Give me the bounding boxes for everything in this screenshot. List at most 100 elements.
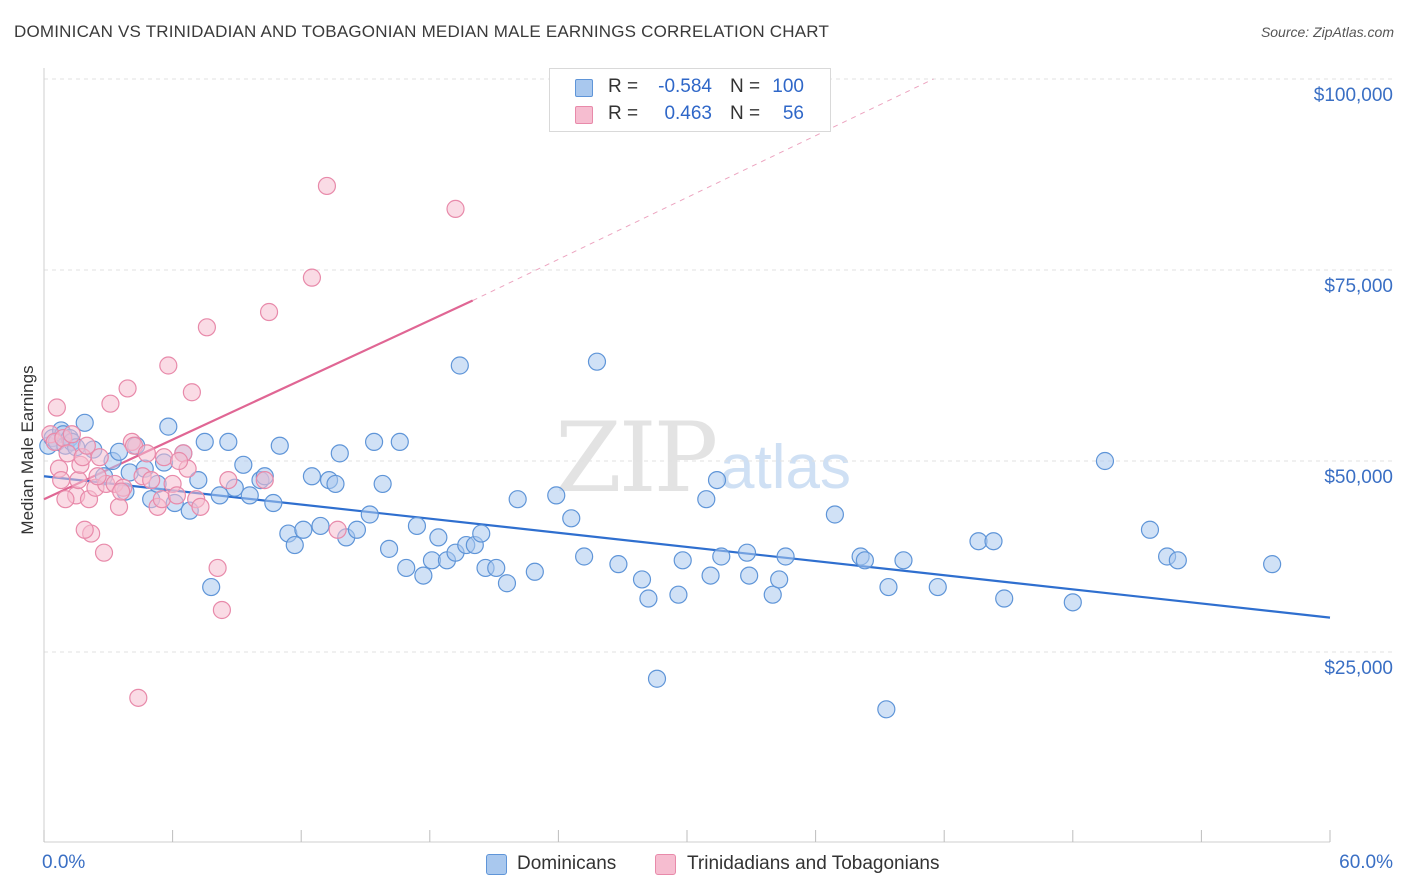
point-dominican xyxy=(673,551,692,570)
y-axis-label-container: Median Male Earnings xyxy=(8,300,48,600)
point-dominican xyxy=(609,555,628,574)
correlation-legend: R = -0.584 N = 100 R = 0.463 N = 56 xyxy=(549,68,831,132)
point-trinidadian xyxy=(94,543,114,562)
point-trinidadian xyxy=(90,448,109,467)
point-trinidadian xyxy=(118,379,137,398)
point-trinidadian xyxy=(69,471,88,490)
legend-r-value: -0.584 xyxy=(658,76,712,97)
point-trinidadian xyxy=(159,356,178,375)
legend-trinidadians-label: Trinidadians and Tobagonians xyxy=(687,853,940,874)
point-trinidadian xyxy=(142,471,161,490)
point-trinidadian xyxy=(191,497,210,516)
point-dominican xyxy=(234,455,253,474)
legend-dominicans-swatch xyxy=(486,854,507,875)
point-dominican xyxy=(75,413,94,432)
y-tick-label-75000: $75,000 xyxy=(1324,276,1393,297)
x-tick-label-min: 0.0% xyxy=(42,852,86,873)
watermark-atlas: atlas xyxy=(720,433,851,502)
point-dominican xyxy=(450,356,469,375)
point-dominican xyxy=(373,474,392,494)
point-dominican xyxy=(1140,520,1160,539)
point-dominican xyxy=(701,566,720,585)
y-tick-label-25000: $25,000 xyxy=(1324,658,1393,679)
point-trinidadian xyxy=(112,482,131,501)
series-legend: Dominicans Trinidadians and Tobagonians xyxy=(0,852,1406,878)
point-dominican xyxy=(159,417,178,436)
point-trinidadian xyxy=(219,471,238,490)
point-dominican xyxy=(347,520,367,539)
point-dominican xyxy=(639,589,658,608)
y-axis-label: Median Male Earnings xyxy=(18,365,37,535)
trendline-dominican xyxy=(43,475,1331,619)
point-dominican xyxy=(330,444,349,463)
point-dominican xyxy=(562,509,581,528)
legend-r-label: R = xyxy=(608,76,639,97)
point-dominican xyxy=(855,551,874,570)
point-trinidadian xyxy=(154,448,174,467)
axis-layer xyxy=(43,68,1331,843)
point-trinidadian xyxy=(197,318,216,337)
point-trinidadian xyxy=(302,268,322,287)
legend-n-value: 100 xyxy=(772,76,804,97)
point-trinidadian xyxy=(47,398,66,417)
point-trinidadian xyxy=(317,176,337,196)
point-trinidadian xyxy=(129,688,148,707)
point-trinidadian xyxy=(62,425,81,444)
legend-r-value: 0.463 xyxy=(664,103,712,124)
legend-swatch-blue xyxy=(575,79,593,97)
point-dominican xyxy=(285,535,304,555)
point-dominican xyxy=(414,566,433,585)
legend-r-label: R = xyxy=(608,103,639,124)
point-dominican xyxy=(195,432,214,451)
point-dominican xyxy=(1063,593,1082,612)
point-dominican xyxy=(894,551,913,570)
legend-row-trinidadians: R = 0.463 N = 56 xyxy=(550,101,830,127)
point-dominican xyxy=(407,516,427,536)
point-trinidadian xyxy=(137,444,156,463)
point-dominican xyxy=(360,505,379,524)
point-dominican xyxy=(302,467,322,486)
grid-layer xyxy=(44,78,1392,653)
point-dominican xyxy=(311,516,330,536)
point-dominican xyxy=(390,432,409,451)
legend-n-label: N = xyxy=(730,103,761,124)
chart-title: DOMINICAN VS TRINIDADIAN AND TOBAGONIAN … xyxy=(14,22,830,41)
point-dominican xyxy=(575,547,594,566)
legend-row-dominicans: R = -0.584 N = 100 xyxy=(550,74,830,100)
point-trinidadian xyxy=(152,490,171,509)
point-dominican xyxy=(487,558,506,578)
point-dominican xyxy=(877,700,896,719)
legend-trinidadians-swatch xyxy=(655,854,676,875)
point-trinidadian xyxy=(212,600,231,620)
point-dominican xyxy=(508,490,527,509)
point-dominican xyxy=(397,558,416,578)
point-dominican xyxy=(928,577,947,597)
point-trinidadian xyxy=(77,436,96,455)
point-dominican xyxy=(202,577,221,597)
point-trinidadian xyxy=(182,383,201,402)
point-dominican xyxy=(525,562,544,581)
point-dominican xyxy=(825,505,844,524)
point-trinidadian xyxy=(208,558,227,578)
source-credit: Source: ZipAtlas.com xyxy=(1260,24,1394,40)
legend-n-value: 56 xyxy=(782,103,804,124)
point-dominican xyxy=(264,493,283,513)
point-dominican xyxy=(995,589,1014,608)
point-dominican xyxy=(712,547,731,566)
point-dominican xyxy=(210,486,229,505)
legend-swatch-pink xyxy=(575,106,593,124)
point-dominican xyxy=(879,577,898,597)
point-dominican xyxy=(669,585,688,604)
point-dominican xyxy=(707,471,727,490)
point-dominican xyxy=(587,352,607,371)
point-trinidadian xyxy=(109,497,129,516)
point-dominican xyxy=(219,432,238,451)
y-tick-label-100000: $100,000 xyxy=(1313,85,1393,106)
point-dominican xyxy=(379,539,399,558)
legend-n-label: N = xyxy=(730,76,761,97)
y-tick-label-50000: $50,000 xyxy=(1324,467,1393,488)
point-trinidadian xyxy=(259,302,279,322)
point-dominican xyxy=(189,471,208,490)
point-dominican xyxy=(1168,551,1187,570)
